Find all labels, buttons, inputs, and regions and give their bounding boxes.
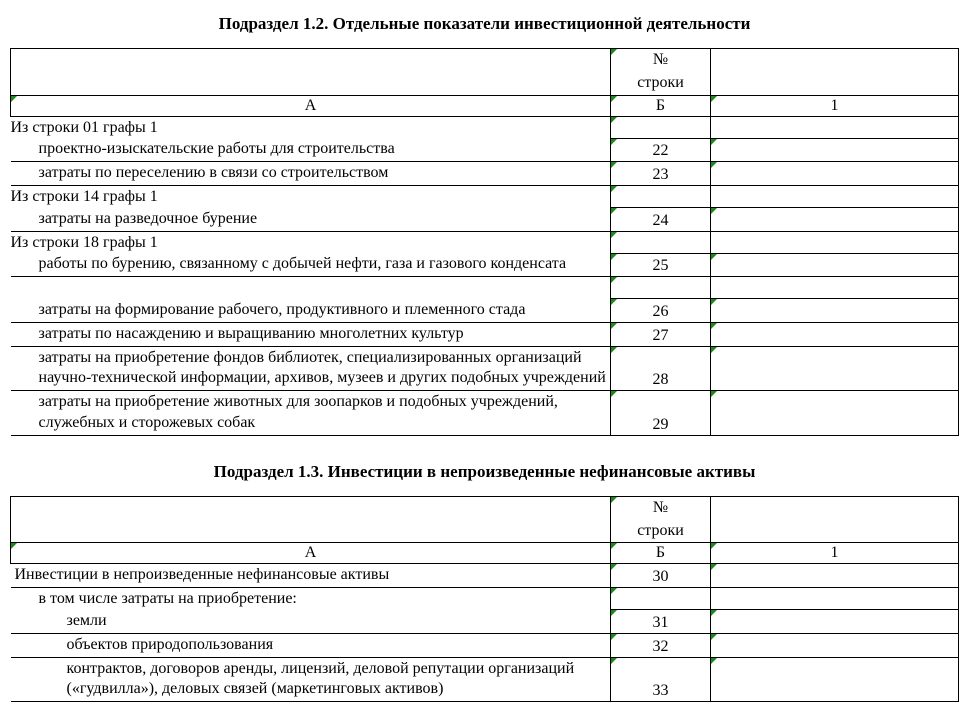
row-section-b <box>611 185 711 207</box>
table-row: затраты на приобретение животных для зоо… <box>11 391 959 436</box>
hdr-a-blank <box>11 49 611 72</box>
hdr13-a-blank2 <box>11 520 611 543</box>
row-label: земли <box>11 610 611 633</box>
row-label: контрактов, договоров аренды, лицензий, … <box>11 657 611 702</box>
colhead13-1: 1 <box>711 543 959 564</box>
row-number: 27 <box>611 322 711 346</box>
row-number: 28 <box>611 346 711 391</box>
table-row: контрактов, договоров аренды, лицензий, … <box>11 657 959 702</box>
hdr-b-line2: строки <box>611 72 711 95</box>
hdr13-a-blank <box>11 496 611 519</box>
row-number: 22 <box>611 138 711 161</box>
table-row: Из строки 01 графы 1 <box>11 116 959 138</box>
row-label: затраты по насаждению и выращиванию мног… <box>11 322 611 346</box>
row-number: 25 <box>611 253 711 276</box>
hdr13-b-line1: № <box>611 496 711 519</box>
table-row: проектно-изыскательские работы для строи… <box>11 138 959 161</box>
row-label: объектов природопользования <box>11 633 611 657</box>
row-section-1 <box>711 185 959 207</box>
section-1-3-title: Подраздел 1.3. Инвестиции в непроизведен… <box>10 462 959 482</box>
row-section-b <box>611 588 711 610</box>
row-label: затраты по переселению в связи со строит… <box>11 162 611 186</box>
row-section-b <box>611 116 711 138</box>
row-label: Инвестиции в непроизведенные нефинансовы… <box>11 564 611 588</box>
hdr-1-blank2 <box>711 72 959 95</box>
table-row: Инвестиции в непроизведенные нефинансовы… <box>11 564 959 588</box>
row-gap <box>11 277 611 299</box>
table-1-2: № строки А Б 1 Из строки 01 графы 1проек… <box>10 48 959 436</box>
row-value[interactable] <box>711 610 959 633</box>
row-number: 29 <box>611 391 711 436</box>
table-row: работы по бурению, связанному с добычей … <box>11 253 959 276</box>
row-label: затраты на разведочное бурение <box>11 208 611 231</box>
table-row: затраты на формирование рабочего, продук… <box>11 299 959 322</box>
row-label: проектно-изыскательские работы для строи… <box>11 138 611 161</box>
table-row: Из строки 14 графы 1 <box>11 185 959 207</box>
row-number: 23 <box>611 162 711 186</box>
table-row: затраты на приобретение фондов библиотек… <box>11 346 959 391</box>
row-gap-b <box>611 277 711 299</box>
table-row: затраты по насаждению и выращиванию мног… <box>11 322 959 346</box>
row-section-label: Из строки 01 графы 1 <box>11 116 611 138</box>
colhead-a: А <box>11 95 611 116</box>
row-section-b <box>611 231 711 253</box>
row-number: 24 <box>611 208 711 231</box>
row-label: затраты на приобретение животных для зоо… <box>11 391 611 436</box>
row-label: затраты на формирование рабочего, продук… <box>11 299 611 322</box>
row-section-1 <box>711 116 959 138</box>
table-row: земли31 <box>11 610 959 633</box>
table-row: в том числе затраты на приобретение: <box>11 588 959 610</box>
row-number: 26 <box>611 299 711 322</box>
colhead-b: Б <box>611 95 711 116</box>
row-number: 32 <box>611 633 711 657</box>
section-1-2-title: Подраздел 1.2. Отдельные показатели инве… <box>10 14 959 34</box>
table-row: объектов природопользования32 <box>11 633 959 657</box>
row-number: 31 <box>611 610 711 633</box>
row-section-label: Из строки 14 графы 1 <box>11 185 611 207</box>
row-value[interactable] <box>711 391 959 436</box>
row-value[interactable] <box>711 657 959 702</box>
row-section-label: в том числе затраты на приобретение: <box>11 588 611 610</box>
row-value[interactable] <box>711 346 959 391</box>
row-value[interactable] <box>711 633 959 657</box>
table-row <box>11 277 959 299</box>
row-value[interactable] <box>711 564 959 588</box>
table-1-3: № строки А Б 1 Инвестиции в непроизведен… <box>10 496 959 702</box>
hdr13-1-blank2 <box>711 520 959 543</box>
hdr-b-line1: № <box>611 49 711 72</box>
hdr-a-blank2 <box>11 72 611 95</box>
colhead13-a: А <box>11 543 611 564</box>
colhead13-b: Б <box>611 543 711 564</box>
row-section-1 <box>711 231 959 253</box>
table-row: затраты на разведочное бурение24 <box>11 208 959 231</box>
row-gap-1 <box>711 277 959 299</box>
row-label: работы по бурению, связанному с добычей … <box>11 253 611 276</box>
row-value[interactable] <box>711 138 959 161</box>
row-section-label: Из строки 18 графы 1 <box>11 231 611 253</box>
hdr-1-blank <box>711 49 959 72</box>
row-number: 30 <box>611 564 711 588</box>
row-section-1 <box>711 588 959 610</box>
row-label: затраты на приобретение фондов библиотек… <box>11 346 611 391</box>
row-value[interactable] <box>711 208 959 231</box>
row-value[interactable] <box>711 299 959 322</box>
colhead-1: 1 <box>711 95 959 116</box>
row-value[interactable] <box>711 253 959 276</box>
row-value[interactable] <box>711 322 959 346</box>
hdr13-1-blank <box>711 496 959 519</box>
hdr13-b-line2: строки <box>611 520 711 543</box>
row-value[interactable] <box>711 162 959 186</box>
table-row: затраты по переселению в связи со строит… <box>11 162 959 186</box>
table-row: Из строки 18 графы 1 <box>11 231 959 253</box>
row-number: 33 <box>611 657 711 702</box>
